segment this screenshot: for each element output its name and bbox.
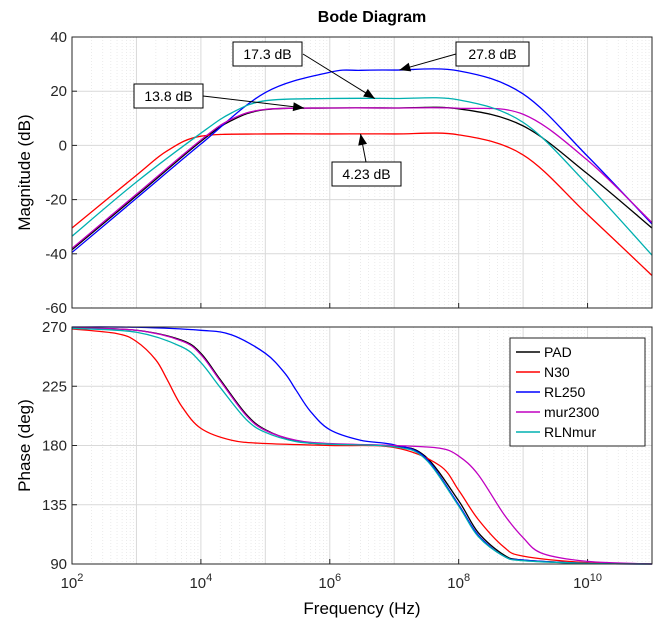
annotation-arrow-head — [358, 133, 368, 146]
plot-frame — [71, 326, 653, 565]
y-tick-label: 40 — [50, 29, 67, 46]
annotation-label: 27.8 dB — [468, 46, 516, 62]
annotation-box — [133, 83, 204, 109]
y-axis-label: Magnitude (dB) — [15, 114, 34, 230]
annotation-3: 4.23 dB — [331, 133, 402, 187]
y-tick-label: 225 — [42, 378, 67, 395]
annotation-box — [331, 161, 402, 187]
series-line-n30 — [71, 132, 653, 276]
legend-label: N30 — [544, 364, 570, 380]
legend-label: RLNmur — [544, 424, 596, 440]
annotation-arrow-head — [363, 88, 375, 99]
y-tick-label: 20 — [50, 83, 67, 100]
legend-item-n30: N30 — [516, 364, 570, 380]
annotation-label: 17.3 dB — [243, 46, 291, 62]
annotation-arrow-line — [202, 95, 305, 109]
annotation-1: 27.8 dB — [399, 41, 530, 72]
annotation-2: 13.8 dB — [133, 83, 305, 112]
magnitude-panel: -60 -40 -20 0 20 40 Magnitude (dB) 17.3 dB 27.8 … — [15, 29, 653, 317]
y-tick-label: 180 — [42, 438, 67, 455]
x-tick-label: 104 — [189, 572, 212, 592]
legend-label: PAD — [544, 344, 572, 360]
x-tick-label: 108 — [447, 572, 470, 592]
annotation-label: 4.23 dB — [342, 166, 390, 182]
x-tick-label: 1010 — [573, 572, 602, 592]
y-tick-label: -60 — [45, 300, 67, 317]
y-axis-label: Phase (deg) — [15, 399, 34, 492]
series-line-rl250 — [71, 68, 653, 253]
x-axis-label: Frequency (Hz) — [303, 599, 420, 618]
annotation-label: 13.8 dB — [144, 88, 192, 104]
legend: PAD N30 RL250 mur2300 RLNmur — [509, 337, 646, 447]
plot-frame — [71, 36, 653, 309]
legend-item-rl250: RL250 — [516, 384, 585, 400]
annotation-arrow-line — [302, 53, 376, 99]
legend-item-pad: PAD — [516, 344, 572, 360]
legend-item-rlnmur: RLNmur — [516, 424, 596, 440]
y-tick-label: 135 — [42, 497, 67, 514]
y-tick-label: -20 — [45, 192, 67, 209]
series-line-rlnmur — [71, 327, 653, 565]
x-tick-label: 106 — [318, 572, 341, 592]
y-tick-label: 0 — [59, 137, 67, 154]
annotation-0: 17.3 dB — [232, 41, 376, 99]
y-tick-label: 270 — [42, 319, 67, 336]
y-tick-label: -40 — [45, 246, 67, 263]
y-tick-label: 90 — [50, 556, 67, 573]
x-tick-label: 102 — [61, 572, 84, 592]
annotation-box — [232, 41, 303, 67]
series-line-mur2300 — [71, 107, 653, 249]
frequency-axis: 102 104 106 108 1010 — [61, 572, 602, 592]
annotation-arrow-head — [292, 102, 305, 112]
series-line-n30 — [71, 328, 653, 565]
legend-label: mur2300 — [544, 404, 599, 420]
legend-label: RL250 — [544, 384, 585, 400]
annotation-arrow-head — [399, 62, 412, 72]
series-line-rlnmur — [71, 97, 653, 256]
chart-title: Bode Diagram — [318, 9, 426, 26]
legend-item-mur2300: mur2300 — [516, 404, 599, 420]
annotation-box — [455, 41, 530, 67]
